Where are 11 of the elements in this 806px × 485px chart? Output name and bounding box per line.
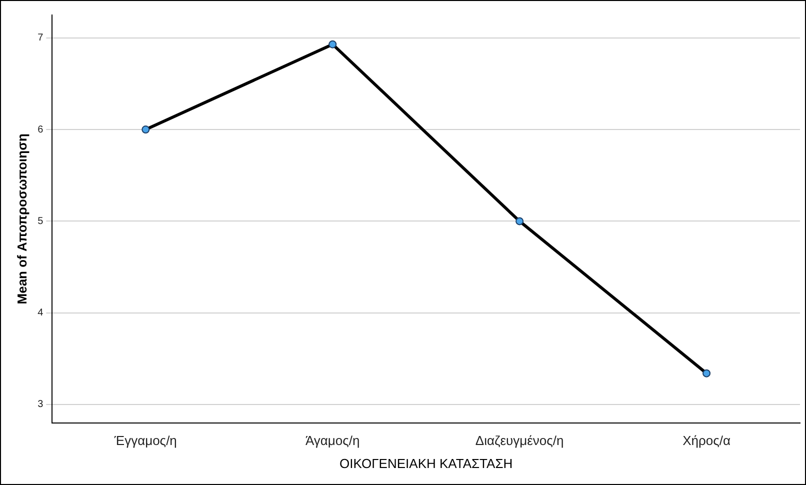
x-tick-label: Διαζευγμένος/η bbox=[475, 433, 564, 448]
x-tick-label: Χήρος/α bbox=[682, 433, 731, 448]
y-tick-label: 4 bbox=[38, 308, 44, 319]
y-tick-label: 5 bbox=[38, 216, 44, 227]
y-tick-label: 7 bbox=[38, 32, 44, 44]
y-axis-title: Mean of Αποπροσωποιηση bbox=[14, 134, 30, 304]
x-axis-title: ΟΙΚΟΓΕΝΕΙΑΚΗ ΚΑΤΑΣΤΑΣΗ bbox=[340, 456, 513, 471]
x-tick-label: Άγαμος/η bbox=[305, 433, 360, 448]
x-tick-label: Έγγαμος/η bbox=[113, 433, 177, 448]
y-tick-label: 6 bbox=[38, 124, 44, 136]
y-tick-label: 3 bbox=[38, 399, 44, 410]
